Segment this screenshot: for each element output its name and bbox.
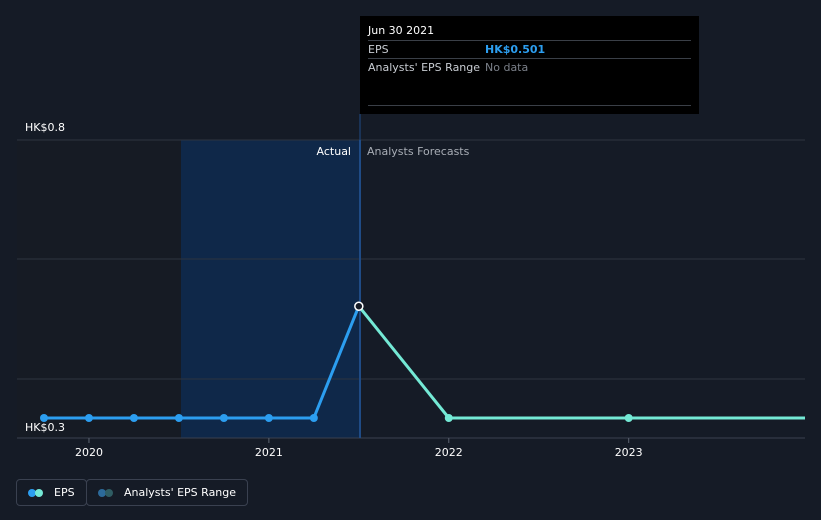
forecast-label: Analysts Forecasts [367, 145, 470, 158]
eps-point[interactable] [309, 414, 318, 422]
tooltip-date: Jun 30 2021 [368, 24, 435, 37]
tooltip-range-value: No data [485, 61, 529, 74]
actual-highlight [181, 140, 360, 438]
range-legend-icon [98, 488, 116, 497]
eps-point[interactable] [129, 414, 138, 422]
actual-label: Actual [317, 145, 351, 158]
x-tick-label: 2021 [255, 446, 283, 459]
y-axis-label-top: HK$0.8 [25, 121, 65, 134]
eps-legend-icon [28, 488, 46, 497]
legend-eps-button[interactable]: EPS [16, 479, 87, 506]
tooltip-range-row: Analysts' EPS Range No data [368, 58, 691, 77]
tooltip-eps-row: EPS HK$0.501 [368, 40, 691, 59]
eps-highlight-point[interactable] [354, 301, 364, 311]
eps-point[interactable] [219, 414, 228, 422]
y-axis-label-bottom: HK$0.3 [25, 421, 65, 434]
eps-forecast-point[interactable] [444, 414, 453, 422]
tooltip-eps-value: HK$0.501 [485, 43, 546, 56]
x-tick-label: 2022 [435, 446, 463, 459]
tooltip-eps-label: EPS [368, 43, 389, 56]
tooltip: Jun 30 2021 EPS HK$0.501 Analysts' EPS R… [360, 16, 699, 114]
legend-eps-label: EPS [54, 486, 75, 499]
eps-series-line [44, 305, 361, 420]
eps-point[interactable] [264, 414, 273, 422]
x-tick-label: 2023 [615, 446, 643, 459]
tooltip-range-label: Analysts' EPS Range [368, 61, 481, 74]
eps-point[interactable] [174, 414, 183, 422]
eps-point[interactable] [84, 414, 93, 422]
eps-forecast-point[interactable] [624, 414, 633, 422]
x-tick-label: 2020 [75, 446, 103, 459]
eps-point[interactable] [39, 414, 48, 422]
eps-forecast-line [357, 305, 805, 420]
legend-range-button[interactable]: Analysts' EPS Range [86, 479, 249, 506]
legend-range-label: Analysts' EPS Range [124, 486, 237, 499]
tooltip-divider [368, 105, 691, 106]
past-shade [17, 140, 181, 438]
